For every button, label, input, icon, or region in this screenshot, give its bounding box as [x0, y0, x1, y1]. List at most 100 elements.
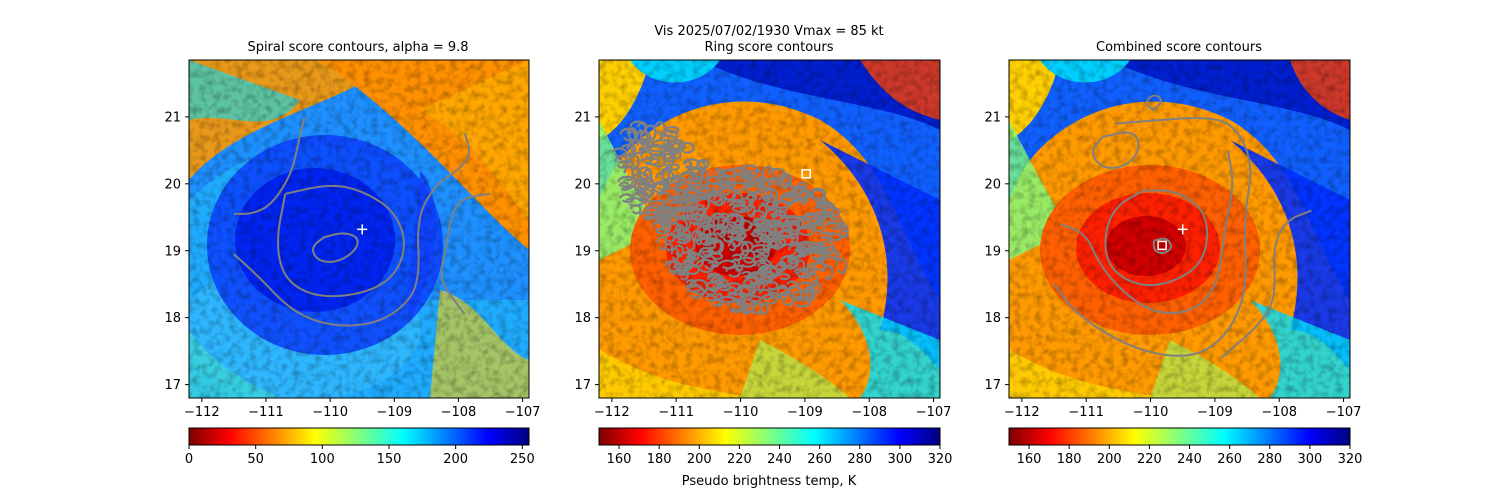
contour-line	[440, 192, 491, 315]
figure-suptitle: Vis 2025/07/02/1930 Vmax = 85 kt	[654, 24, 883, 39]
plot-frame	[598, 59, 941, 399]
contour-squiggle	[656, 164, 849, 315]
y-tick-label: 17	[984, 378, 1001, 393]
y-tick-label: 19	[164, 244, 181, 259]
plot-frame	[1008, 59, 1351, 399]
colorbar-tick-label: 280	[1257, 452, 1282, 467]
x-axis: −112 −111 −110 −109 −108 −107	[184, 398, 540, 420]
plot-frame	[188, 59, 530, 399]
colorbar-tick-label: 220	[1137, 452, 1162, 467]
colorbar: 160 180 200 220 240 260 280 300 320	[598, 427, 953, 467]
colorbar-tick-label: 200	[443, 452, 468, 467]
colorbar-tick-label: 180	[1057, 452, 1082, 467]
panel-title: Spiral score contours, alpha = 9.8	[247, 40, 468, 55]
center-plus-marker	[1177, 224, 1188, 235]
x-tick-label: −109	[1197, 405, 1233, 420]
y-axis: 17 18 19 20 21	[164, 110, 189, 393]
y-tick-label: 17	[164, 378, 181, 393]
y-axis: 17 18 19 20 21	[574, 110, 599, 393]
colorbar-tick-label: 300	[887, 452, 912, 467]
contour-line	[1104, 189, 1209, 287]
contour-line	[1053, 117, 1252, 357]
colorbar-tick-label: 100	[310, 452, 335, 467]
x-tick-label: −111	[248, 405, 284, 420]
colorbar-tick-label: 180	[647, 452, 672, 467]
y-tick-label: 18	[164, 311, 181, 326]
x-tick-label: −107	[916, 405, 952, 420]
contour-line	[233, 133, 471, 327]
panel-spiral: Spiral score contours, alpha = 9.8 −112−…	[164, 40, 540, 467]
y-tick-label: 21	[574, 110, 591, 125]
heatmap-image	[189, 60, 529, 398]
square-marker	[1157, 240, 1167, 251]
y-tick-label: 20	[574, 177, 591, 192]
y-tick-label: 18	[984, 311, 1001, 326]
heatmap-image	[599, 60, 940, 398]
square-marker	[801, 169, 811, 179]
contour-layer	[233, 116, 491, 327]
x-tick-label: −108	[851, 405, 887, 420]
x-tick-label: −111	[1068, 405, 1104, 420]
y-tick-label: 21	[984, 110, 1001, 125]
y-tick-label: 19	[574, 244, 591, 259]
colorbar-tick-label: 320	[1338, 452, 1363, 467]
panel-title: Ring score contours	[704, 40, 833, 55]
panel-ring: Ring score contours −112 −111 −110 −109 −108…	[574, 40, 952, 489]
colorbar-tick-label: 160	[607, 452, 632, 467]
colorbar-tick-label: 300	[1297, 452, 1322, 467]
x-axis: −112 −111 −110 −109 −108 −107	[1004, 398, 1361, 420]
colorbar-tick-label: 240	[767, 452, 792, 467]
x-tick-label: −109	[787, 405, 823, 420]
contour-line	[277, 184, 405, 298]
contour-layer	[611, 120, 849, 315]
center-plus-marker	[357, 224, 368, 235]
y-tick-label: 17	[574, 378, 591, 393]
contour-region	[656, 164, 849, 315]
colorbar-tick-label: 320	[928, 452, 953, 467]
contour-line	[312, 232, 359, 263]
x-tick-label: −107	[1326, 405, 1362, 420]
y-tick-label: 18	[574, 311, 591, 326]
x-tick-label: −112	[184, 405, 220, 420]
x-tick-label: −112	[1004, 405, 1040, 420]
x-tick-label: −112	[594, 405, 630, 420]
x-tick-label: −110	[312, 405, 348, 420]
x-tick-label: −111	[658, 405, 694, 420]
x-tick-label: −108	[441, 405, 477, 420]
x-axis: −112 −111 −110 −109 −108 −107	[594, 398, 951, 420]
contour-line	[233, 116, 306, 215]
y-tick-label: 20	[164, 177, 181, 192]
colorbar-tick-label: 220	[727, 452, 752, 467]
y-tick-label: 19	[984, 244, 1001, 259]
colorbar-gradient	[188, 427, 530, 446]
heatmap-image	[1009, 60, 1350, 398]
colorbar-tick-label: 260	[1217, 452, 1242, 467]
x-tick-label: −107	[505, 405, 541, 420]
x-tick-label: −110	[1133, 405, 1169, 420]
y-axis: 17 18 19 20 21	[984, 110, 1009, 393]
colorbar-tick-label: 260	[807, 452, 832, 467]
x-tick-label: −108	[1261, 405, 1297, 420]
colorbar-tick-label: 0	[185, 452, 193, 467]
panel-title: Combined score contours	[1096, 40, 1262, 55]
contour-line	[1060, 150, 1234, 314]
colorbar-tick-label: 250	[510, 452, 535, 467]
contour-line	[1145, 94, 1162, 112]
colorbar-gradient	[1008, 427, 1351, 446]
contour-line	[1220, 209, 1312, 359]
x-tick-label: −110	[723, 405, 759, 420]
colorbar-label: Pseudo brightness temp, K	[682, 474, 857, 489]
contour-line	[1092, 131, 1140, 170]
contour-layer	[1053, 94, 1312, 359]
colorbar-tick-label: 200	[687, 452, 712, 467]
panel-combined: Combined score contours −112 −111 −110 −109…	[984, 40, 1362, 467]
colorbar: 0 50 100 150 200 250	[185, 427, 535, 467]
x-tick-label: −109	[376, 405, 412, 420]
colorbar-tick-label: 240	[1177, 452, 1202, 467]
colorbar-tick-label: 160	[1017, 452, 1042, 467]
y-tick-label: 21	[164, 110, 181, 125]
colorbar-tick-label: 200	[1097, 452, 1122, 467]
colorbar-tick-label: 280	[847, 452, 872, 467]
colorbar-gradient	[598, 427, 941, 446]
